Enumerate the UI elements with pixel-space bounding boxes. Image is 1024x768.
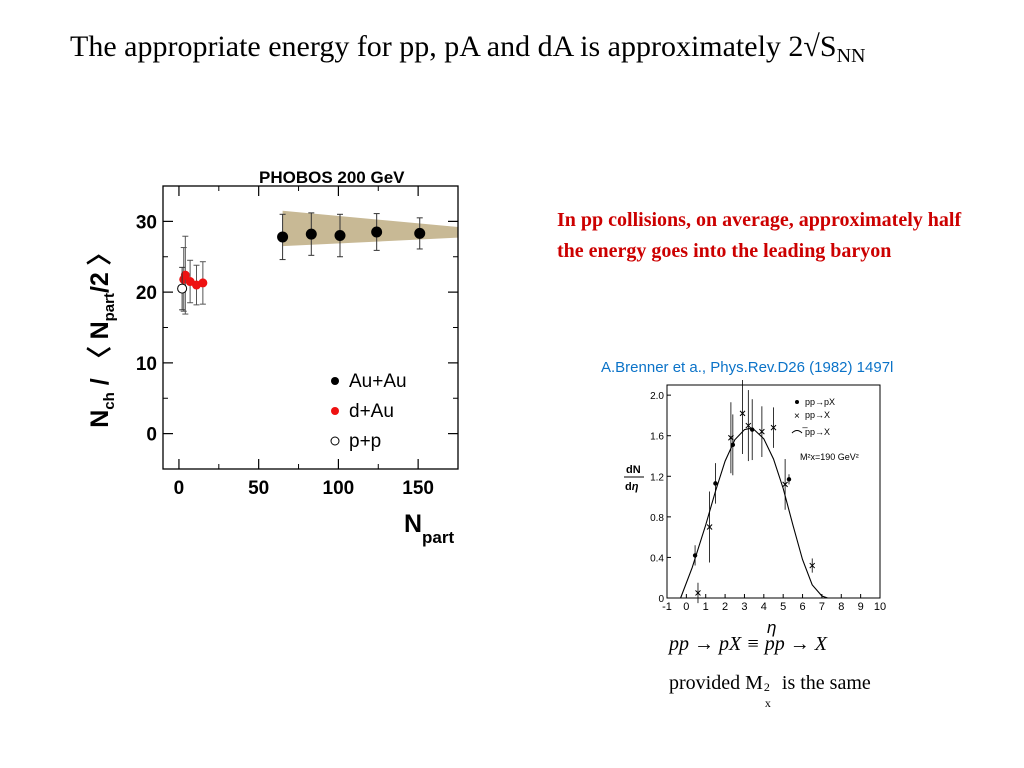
y-tick-label: 0 bbox=[146, 425, 157, 446]
dndeta-ylabel: dN dη bbox=[624, 464, 644, 493]
ppx-point bbox=[692, 553, 698, 558]
legend-marker-auau bbox=[331, 377, 339, 385]
x-tick-label: 0 bbox=[683, 601, 689, 613]
x-tick-label: 100 bbox=[323, 478, 355, 499]
y-tick-label: 0.4 bbox=[650, 553, 664, 564]
legend-marker-pp bbox=[330, 436, 340, 446]
auau-point bbox=[414, 227, 426, 239]
ppx2-point bbox=[739, 410, 746, 417]
x-tick-label: 0 bbox=[174, 478, 185, 499]
dndeta-plot-frame bbox=[666, 384, 881, 599]
legend-label-auau: Au+Au bbox=[349, 371, 407, 392]
x-tick-label: 9 bbox=[858, 601, 864, 613]
y-tick-label: 0 bbox=[658, 594, 664, 605]
legend-label-pbarp: ̅pp→X bbox=[802, 427, 830, 437]
slide-title: The appropriate energy for pp, pA and dA… bbox=[70, 30, 866, 67]
svg-text:N: N bbox=[404, 510, 422, 538]
legend-label-ppx2: pp→X bbox=[805, 410, 830, 420]
legend-line-marker bbox=[791, 430, 803, 434]
x-tick-label: 3 bbox=[741, 601, 747, 613]
x-tick-label: 8 bbox=[838, 601, 844, 613]
legend-dot-marker bbox=[795, 400, 799, 404]
x-tick-label: -1 bbox=[662, 601, 672, 613]
y-tick-label: 1.2 bbox=[650, 472, 664, 483]
ppx2-point bbox=[728, 434, 734, 441]
legend-label-ppx: pp→pX bbox=[805, 397, 835, 407]
phobos-ylabel: Nch / 〈 Npart/2 〉 bbox=[86, 240, 118, 428]
svg-text:Nch / 〈 Npart/2 〉: Nch / 〈 Npart/2 〉 bbox=[86, 240, 118, 428]
x-tick-label: 4 bbox=[761, 601, 767, 613]
x-tick-label: 150 bbox=[402, 478, 434, 499]
ppx2-point bbox=[782, 481, 788, 488]
x-tick-label: 6 bbox=[799, 601, 805, 613]
equation-pp: pp → pX ≡ pp → X bbox=[669, 633, 827, 655]
svg-text:dN: dN bbox=[626, 464, 641, 476]
legend-label-pp: p+p bbox=[349, 431, 381, 452]
legend-label-mx: M²x=190 GeV² bbox=[800, 452, 859, 462]
phobos-xlabel: N part bbox=[404, 510, 454, 547]
x-tick-label: 5 bbox=[780, 601, 786, 613]
x-tick-label: 2 bbox=[722, 601, 728, 613]
auau-systematic-band bbox=[282, 210, 458, 247]
ppx2-point bbox=[770, 424, 777, 431]
phobos-legend: Au+Au d+Au p+p bbox=[330, 371, 407, 452]
ppx2-point bbox=[695, 590, 701, 596]
x-tick-label: 10 bbox=[874, 601, 886, 613]
y-tick-label: 20 bbox=[136, 283, 157, 304]
ppx2-point bbox=[745, 422, 752, 429]
auau-point bbox=[305, 228, 317, 240]
legend-label-dau: d+Au bbox=[349, 401, 394, 422]
y-tick-label: 2.0 bbox=[650, 391, 664, 402]
y-tick-label: 0.8 bbox=[650, 513, 664, 524]
ppx-point bbox=[730, 442, 736, 448]
auau-point bbox=[371, 226, 383, 238]
svg-text:dη: dη bbox=[625, 481, 639, 493]
ppx-point bbox=[713, 481, 718, 486]
ppx-point bbox=[750, 427, 755, 432]
y-tick-label: 1.6 bbox=[650, 432, 664, 443]
auau-point bbox=[277, 231, 289, 243]
ppx2-point bbox=[809, 562, 816, 569]
x-tick-label: 7 bbox=[819, 601, 825, 613]
phobos-chart: 0 50 100 150 0 10 20 30 PHOBOS 200 GeV Nch / 〈 … bbox=[86, 168, 459, 547]
x-tick-label: 50 bbox=[248, 478, 269, 499]
phobos-title: PHOBOS 200 GeV bbox=[259, 168, 405, 187]
pp-point bbox=[177, 283, 188, 294]
dau-point bbox=[180, 270, 190, 280]
ppx2-point bbox=[706, 524, 713, 530]
dndeta-xlabel: η bbox=[767, 618, 776, 637]
legend-cross-marker: × bbox=[794, 411, 800, 422]
citation: A.Brenner et a., Phys.Rev.D26 (1982) 149… bbox=[601, 359, 894, 376]
svg-text:part: part bbox=[422, 528, 454, 547]
auau-point bbox=[334, 230, 346, 242]
legend-marker-dau bbox=[331, 407, 339, 415]
pp-energy-note: In pp collisions, on average, approximat… bbox=[557, 209, 962, 262]
y-tick-label: 30 bbox=[136, 212, 157, 233]
dau-point bbox=[198, 278, 208, 288]
dndeta-legend: pp→pX × pp→X ̅pp→X M²x=190 GeV² bbox=[791, 397, 859, 462]
ppx2-point bbox=[759, 428, 765, 435]
y-tick-label: 10 bbox=[136, 354, 157, 375]
ppx-point bbox=[786, 477, 792, 482]
x-tick-label: 1 bbox=[703, 601, 709, 613]
